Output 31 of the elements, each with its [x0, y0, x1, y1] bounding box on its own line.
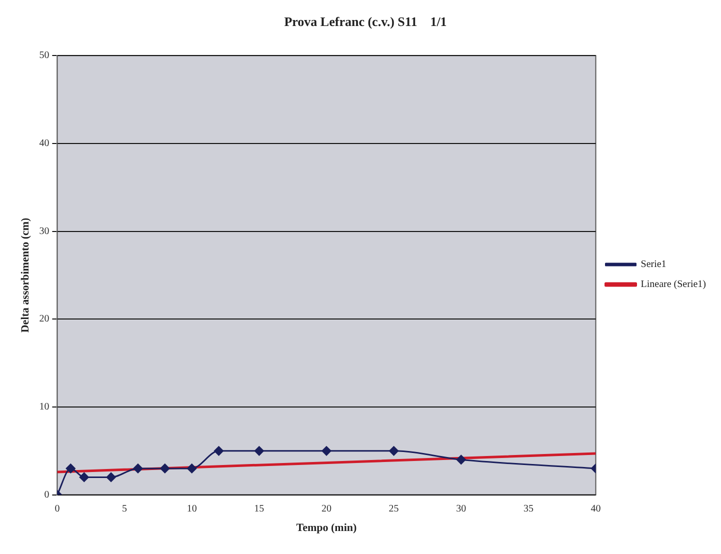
x-axis-title: Tempo (min): [296, 522, 358, 534]
x-tick-label: 35: [523, 503, 534, 514]
y-tick-label: 50: [39, 50, 50, 62]
y-tick-label: 0: [44, 489, 50, 500]
x-tick-label: 10: [186, 503, 197, 514]
point: [214, 446, 224, 456]
y-tick-label: 20: [39, 314, 50, 325]
y-tick-label: 10: [39, 402, 50, 413]
point: [160, 464, 170, 474]
x-tick-label: 5: [122, 503, 128, 514]
x-tick-label: 40: [590, 503, 601, 514]
point: [322, 446, 332, 456]
point: [389, 446, 399, 456]
point: [79, 472, 89, 482]
x-tick-label: 0: [54, 503, 60, 514]
y-tick-label: 30: [39, 226, 50, 237]
x-tick-label: 15: [254, 503, 264, 514]
point: [187, 464, 197, 474]
point: [106, 472, 116, 482]
point: [66, 464, 76, 474]
legend-label: Lineare (Serie1): [640, 279, 706, 290]
point: [133, 464, 143, 474]
x-tick-label: 30: [456, 503, 466, 514]
point: [254, 446, 264, 456]
point: [456, 454, 466, 464]
x-tick-label: 25: [388, 503, 399, 514]
x-tick-label: 20: [321, 503, 332, 514]
y-tick-label: 40: [39, 138, 50, 150]
y-axis-title: Delta assorbimento (cm): [19, 217, 32, 333]
legend-label: Serie1: [640, 259, 666, 270]
chart-title: Prova Lefranc (c.v.) S11 1/1: [284, 14, 447, 30]
